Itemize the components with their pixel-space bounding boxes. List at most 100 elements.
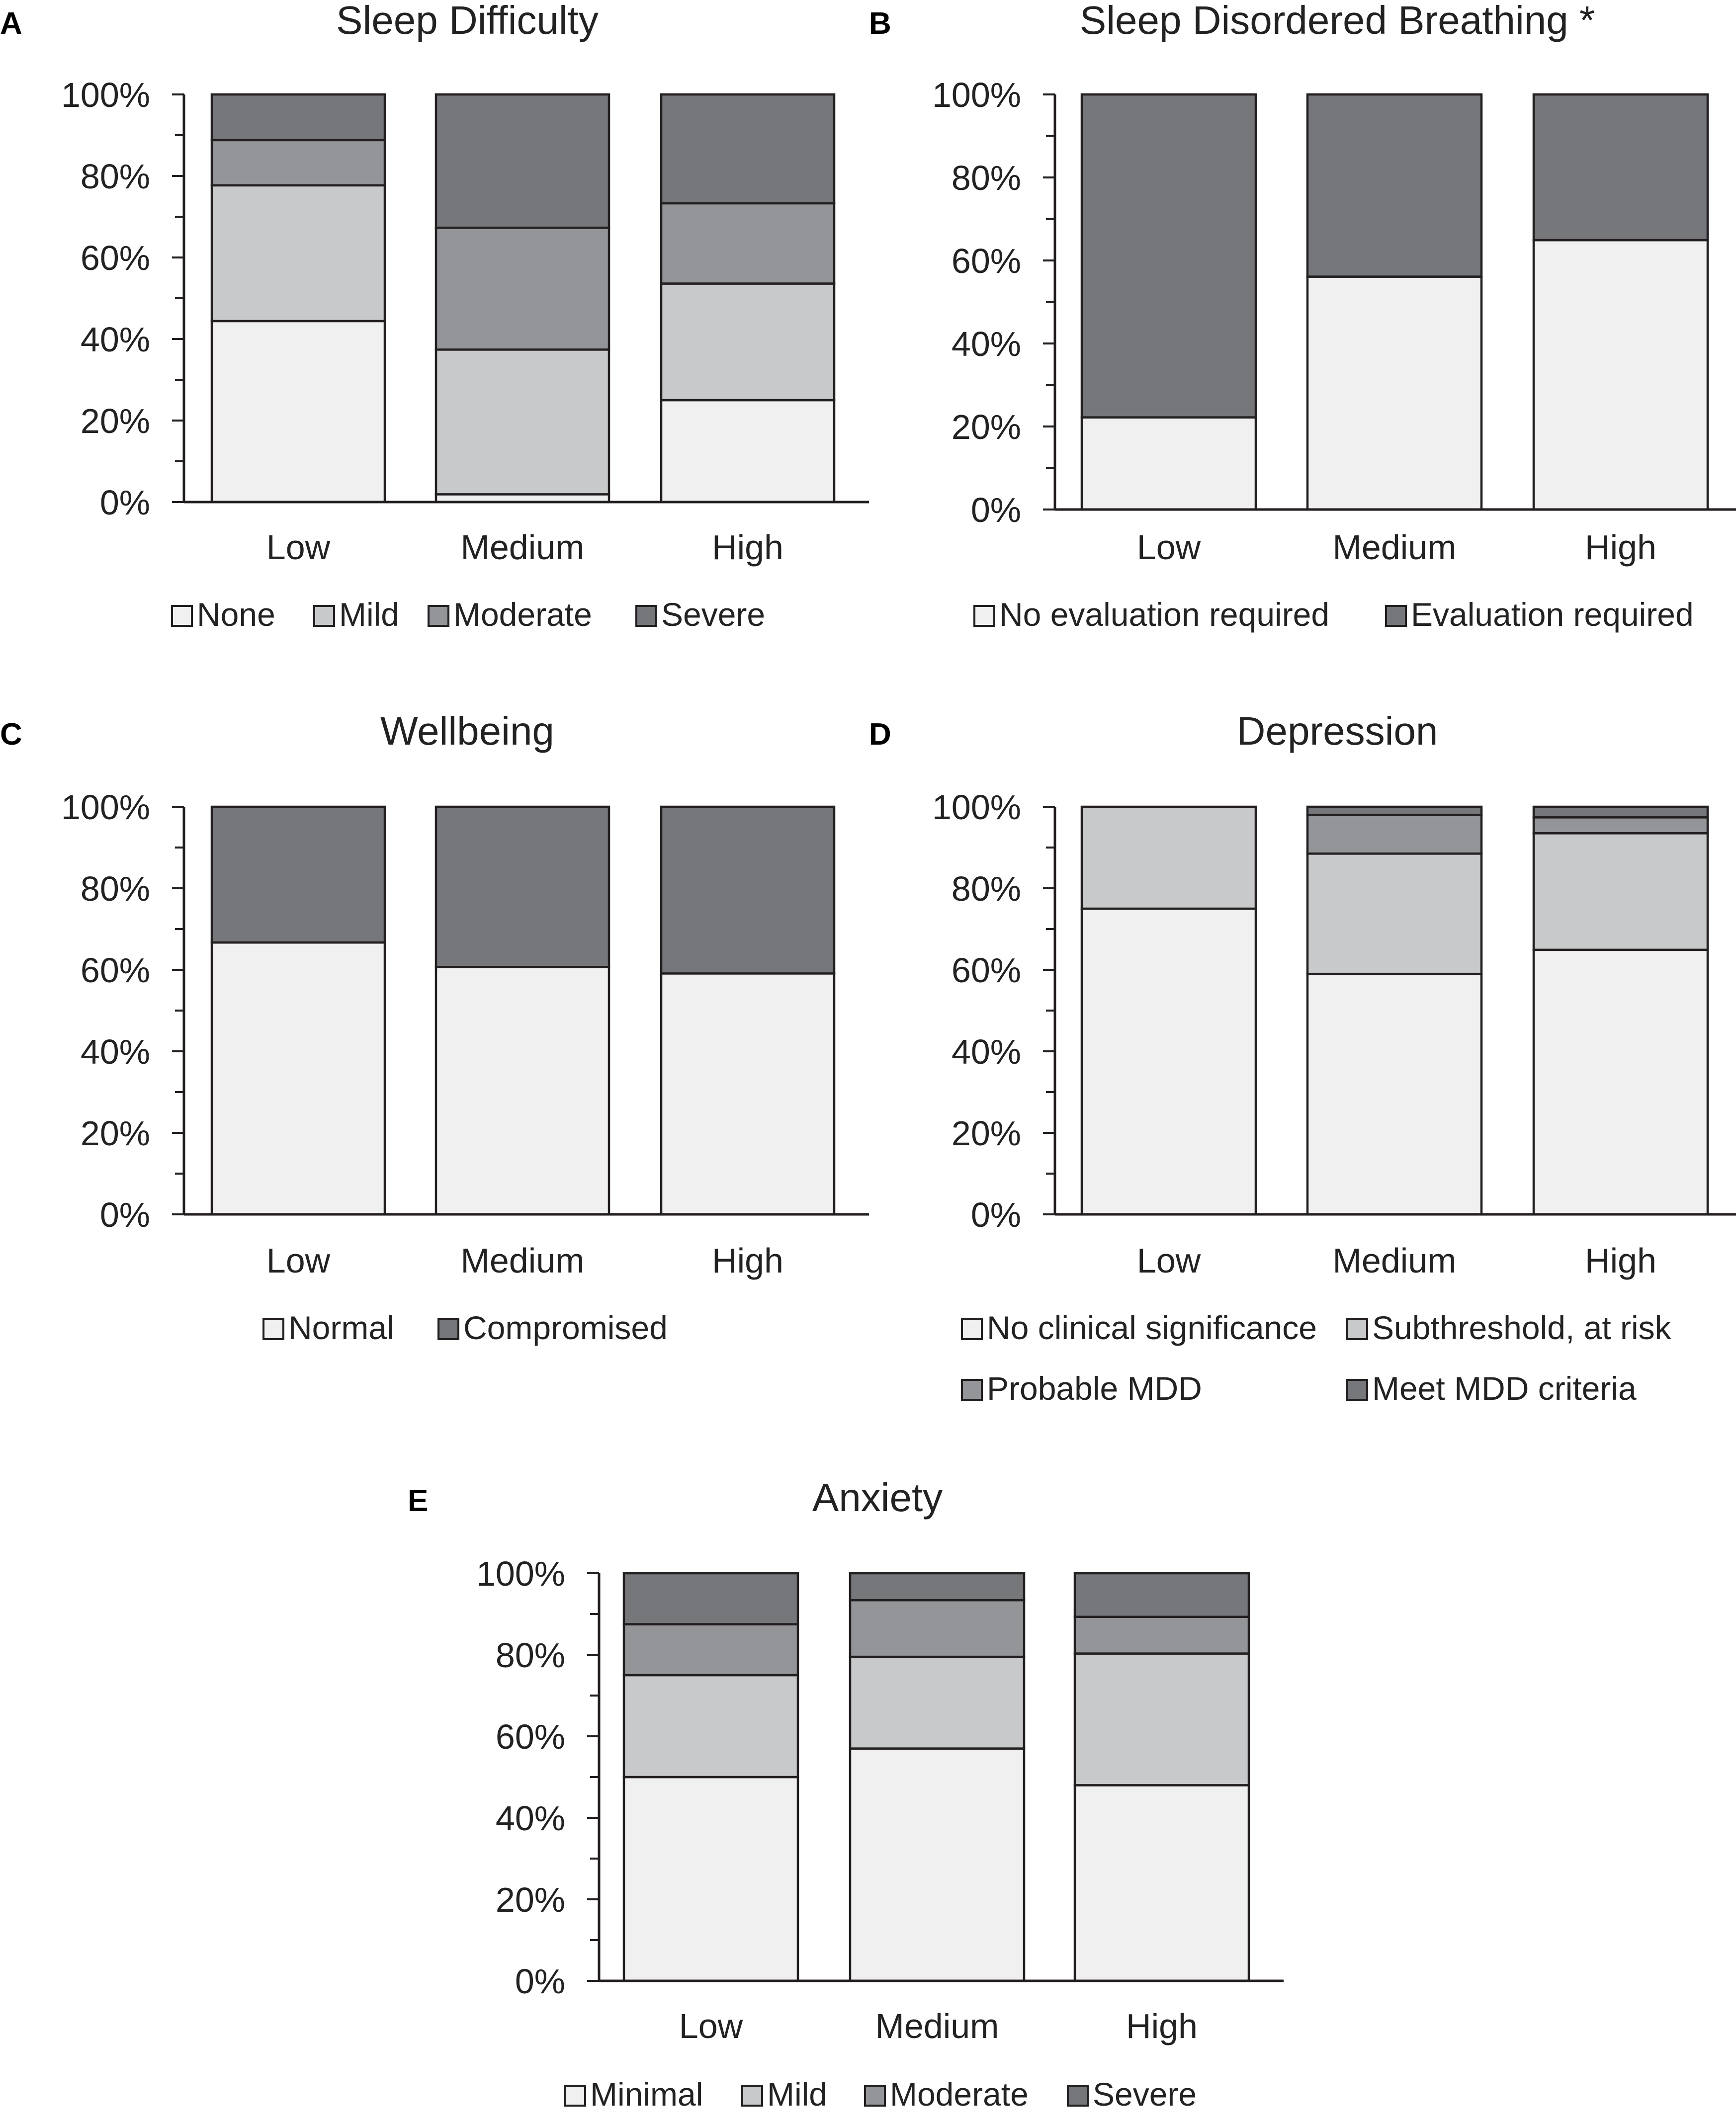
bar-segment-high-no-clinical-significance (1532, 948, 1709, 1216)
chart-title: Wellbeing (380, 709, 554, 753)
bar-segment-medium-subthreshold-at-risk (1306, 852, 1483, 975)
bar-segment-high-severe (660, 93, 836, 205)
bar-segment-low-normal (210, 941, 386, 1216)
x-tick-label: High (1126, 2007, 1198, 2045)
bar-segment-high-normal (660, 972, 836, 1216)
y-tick-label: 60% (81, 951, 150, 990)
x-tick-label: Medium (461, 528, 585, 567)
y-tick-label: 40% (952, 1032, 1021, 1071)
bar-segment-medium-probable-mdd (1306, 814, 1483, 855)
bar-segment-low-minimal (622, 1776, 799, 1982)
bar-segment-low-evaluation-required (1080, 93, 1257, 419)
legend-swatch-moderate (864, 2085, 886, 2107)
bar-segment-medium-moderate (849, 1599, 1026, 1658)
y-tick-label: 20% (81, 1114, 150, 1153)
x-tick-label: Medium (875, 2007, 999, 2045)
bar-segment-high-moderate (1073, 1616, 1250, 1655)
bar-segment-medium-no-clinical-significance (1306, 972, 1483, 1216)
y-tick-label: 40% (952, 325, 1021, 363)
legend-swatch-no-clinical-significance (961, 1318, 983, 1340)
bar-segment-high-probable-mdd (1532, 816, 1709, 835)
legend-label: Moderate (453, 596, 592, 633)
bar-segment-high-mild (660, 282, 836, 402)
legend-label: Moderate (890, 2076, 1029, 2113)
y-tick-label: 60% (81, 239, 150, 277)
bar-segment-high-subthreshold-at-risk (1532, 832, 1709, 951)
bar-segment-low-severe (622, 1572, 799, 1625)
x-tick-label: Low (679, 2007, 743, 2045)
legend-swatch-normal (262, 1318, 284, 1340)
legend-label: Severe (1093, 2076, 1197, 2113)
bar-segment-low-moderate (622, 1623, 799, 1677)
bar-segment-medium-moderate (434, 226, 610, 351)
y-tick-label: 100% (932, 76, 1021, 114)
y-tick-label: 40% (496, 1799, 565, 1838)
y-tick-label: 60% (952, 951, 1021, 990)
x-tick-label: High (1585, 1241, 1656, 1280)
panel-letter: E (408, 1484, 428, 1518)
y-tick-label: 20% (496, 1880, 565, 1919)
legend-swatch-subthreshold-at-risk (1346, 1318, 1368, 1340)
legend-label: Mild (767, 2076, 827, 2113)
legend-swatch-moderate (428, 605, 449, 627)
bar-segment-low-moderate (210, 139, 386, 187)
x-tick-label: Low (1137, 528, 1201, 567)
bar-segment-medium-severe (849, 1572, 1026, 1602)
bar-segment-medium-meet-mdd-criteria (1306, 805, 1483, 816)
y-tick-label: 60% (952, 242, 1021, 280)
legend-swatch-severe (635, 605, 657, 627)
panel-letter: A (0, 6, 22, 41)
legend-label: No clinical significance (987, 1309, 1317, 1346)
chart-panel-a: A Sleep Difficulty Low Medium High 0% 20% 40% 60… (0, 0, 869, 633)
legend-swatch-minimal (564, 2085, 586, 2107)
legend-swatch-compromised (437, 1318, 459, 1340)
y-tick-label: 100% (932, 788, 1021, 827)
legend-label: Severe (661, 596, 765, 633)
bar-segment-high-none (660, 399, 836, 504)
y-tick-label: 0% (971, 1195, 1021, 1234)
legend-swatch-none (171, 605, 193, 627)
x-tick-label: High (1585, 528, 1656, 567)
y-tick-label: 20% (952, 1114, 1021, 1153)
legend-label: Mild (339, 596, 399, 633)
legend-label: Meet MDD criteria (1372, 1370, 1637, 1407)
y-tick-label: 20% (81, 402, 150, 440)
bar-segment-medium-mild (849, 1655, 1026, 1750)
legend-label: Evaluation required (1411, 596, 1694, 633)
bar-segment-medium-minimal (849, 1747, 1026, 1982)
y-tick-label: 100% (61, 788, 150, 827)
x-tick-label: Low (266, 1241, 331, 1280)
bar-segment-high-meet-mdd-criteria (1532, 805, 1709, 819)
y-tick-label: 100% (61, 76, 150, 114)
legend-label: None (197, 596, 275, 633)
bar-segment-low-subthreshold-at-risk (1080, 805, 1257, 910)
bar-segment-high-no-evaluation-required (1532, 239, 1709, 511)
bar-segment-medium-no-evaluation-required (1306, 275, 1483, 511)
chart-title: Sleep Difficulty (336, 0, 599, 42)
bar-segment-high-moderate (660, 202, 836, 285)
y-tick-label: 100% (476, 1554, 565, 1593)
y-tick-label: 80% (81, 869, 150, 908)
y-tick-label: 40% (81, 320, 150, 359)
y-tick-label: 80% (952, 159, 1021, 197)
chart-panel-b: B Sleep Disordered Breathing * Low Medium Hi… (869, 0, 1736, 633)
legend-swatch-evaluation-required (1385, 605, 1407, 627)
legend-swatch-mild (741, 2085, 763, 2107)
bar-segment-high-compromised (660, 805, 836, 975)
legend-label: No evaluation required (999, 596, 1329, 633)
x-tick-label: Medium (1333, 1241, 1457, 1280)
legend-swatch-probable-mdd (961, 1379, 983, 1401)
bar-segment-high-evaluation-required (1532, 93, 1709, 242)
y-tick-label: 40% (81, 1032, 150, 1071)
x-tick-label: Low (1137, 1241, 1201, 1280)
bar-segment-high-severe (1073, 1572, 1250, 1618)
chart-panel-e: E Anxiety Low Medium High 0% 20% 40% 60% 80% 100% M… (408, 1475, 1284, 2113)
y-tick-label: 80% (81, 157, 150, 196)
x-tick-label: High (712, 1241, 783, 1280)
legend-swatch-no-evaluation-required (973, 605, 995, 627)
y-tick-label: 20% (952, 408, 1021, 446)
y-tick-label: 0% (515, 1962, 565, 2001)
legend-label: Subthreshold, at risk (1372, 1309, 1672, 1346)
bar-segment-high-minimal (1073, 1784, 1250, 1982)
bar-segment-medium-mild (434, 348, 610, 496)
